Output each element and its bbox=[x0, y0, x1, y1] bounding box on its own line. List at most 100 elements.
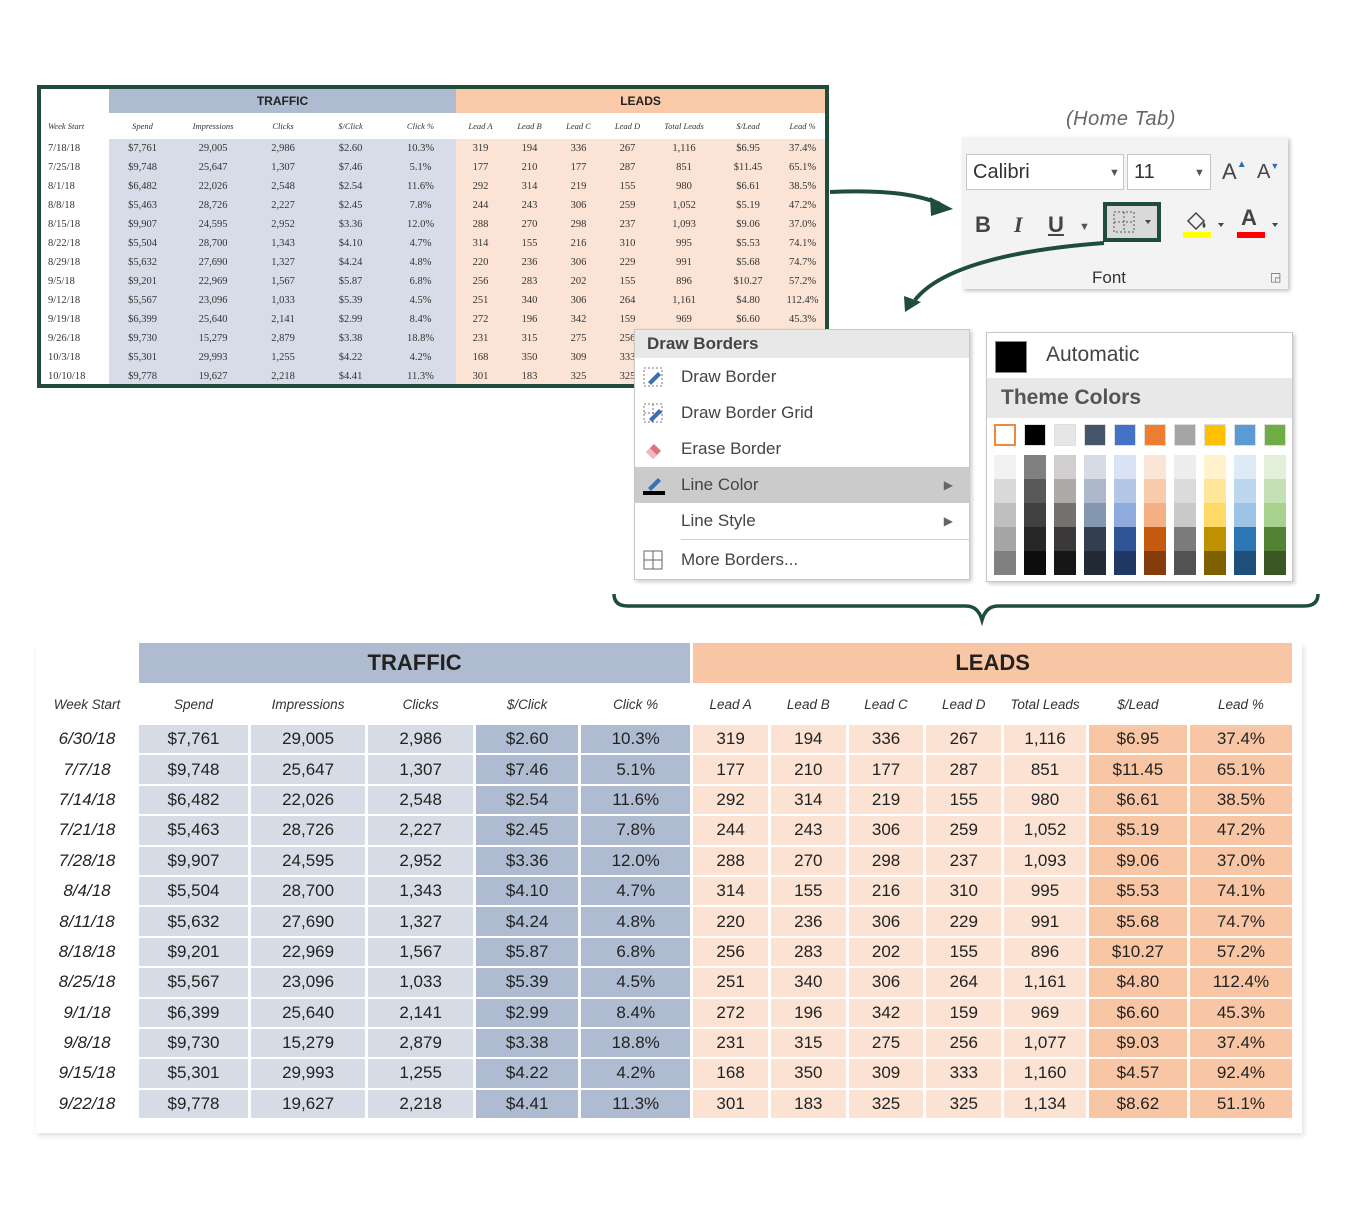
cell-spend[interactable]: $9,748 bbox=[109, 158, 176, 177]
cell-week-start[interactable]: 8/25/18 bbox=[58, 972, 116, 992]
shade-color-swatch[interactable] bbox=[1054, 455, 1076, 479]
shade-color-swatch[interactable] bbox=[1054, 479, 1076, 503]
cell-total-leads[interactable]: 995 bbox=[652, 234, 716, 253]
cell-lead-d[interactable]: 229 bbox=[926, 907, 1002, 936]
cell-clicks[interactable]: 2,141 bbox=[368, 998, 474, 1027]
cell-lead-d[interactable]: 267 bbox=[603, 139, 652, 158]
cell-lead-d[interactable]: 310 bbox=[603, 234, 652, 253]
shade-color-swatch[interactable] bbox=[1234, 455, 1256, 479]
shade-color-swatch[interactable] bbox=[1144, 503, 1166, 527]
cell-lead-c[interactable]: 275 bbox=[848, 1028, 924, 1058]
cell-spend[interactable]: $9,907 bbox=[138, 846, 249, 875]
cell-impressions[interactable]: 22,969 bbox=[251, 937, 366, 967]
cell-lead[interactable]: 38.5% bbox=[780, 177, 825, 196]
cell-click[interactable]: $5.87 bbox=[316, 272, 385, 291]
cell-spend[interactable]: $5,301 bbox=[109, 348, 176, 367]
shade-color-swatch[interactable] bbox=[1144, 455, 1166, 479]
cell-spend[interactable]: $5,463 bbox=[138, 816, 249, 845]
shade-color-swatch[interactable] bbox=[1174, 503, 1196, 527]
cell-lead-b[interactable]: 270 bbox=[770, 846, 846, 875]
cell-lead-b[interactable]: 155 bbox=[770, 876, 846, 906]
cell-click[interactable]: $2.54 bbox=[316, 177, 385, 196]
cell-lead-a[interactable]: 220 bbox=[456, 253, 505, 272]
shade-color-swatch[interactable] bbox=[994, 551, 1016, 575]
theme-color-swatch[interactable] bbox=[1204, 424, 1226, 446]
cell-click[interactable]: $2.60 bbox=[476, 725, 579, 754]
cell-click[interactable]: 6.8% bbox=[385, 272, 456, 291]
cell-click[interactable]: 5.1% bbox=[385, 158, 456, 177]
cell-click[interactable]: $4.24 bbox=[316, 253, 385, 272]
shade-color-swatch[interactable] bbox=[1144, 527, 1166, 551]
cell-lead[interactable]: $6.60 bbox=[716, 310, 780, 329]
cell-lead-d[interactable]: 310 bbox=[926, 876, 1002, 906]
cell-lead-c[interactable]: 306 bbox=[554, 196, 603, 215]
cell-click[interactable]: $7.46 bbox=[316, 158, 385, 177]
cell-lead-c[interactable]: 336 bbox=[848, 725, 924, 754]
cell-lead-a[interactable]: 168 bbox=[456, 348, 505, 367]
cell-clicks[interactable]: 2,141 bbox=[250, 310, 316, 329]
cell-lead-c[interactable]: 306 bbox=[554, 253, 603, 272]
cell-impressions[interactable]: 29,005 bbox=[176, 139, 250, 158]
cell-week-start[interactable]: 9/22/18 bbox=[58, 1093, 116, 1113]
cell-lead[interactable]: $9.03 bbox=[1088, 1028, 1187, 1058]
menu-item-erase-border[interactable]: Erase Border bbox=[635, 431, 969, 467]
cell-lead-a[interactable]: 292 bbox=[456, 177, 505, 196]
cell-lead-d[interactable]: 237 bbox=[603, 215, 652, 234]
cell-impressions[interactable]: 25,647 bbox=[176, 158, 250, 177]
cell-lead-d[interactable]: 159 bbox=[926, 998, 1002, 1027]
cell-total-leads[interactable]: 1,161 bbox=[1004, 968, 1086, 997]
shade-color-swatch[interactable] bbox=[1114, 479, 1136, 503]
cell-lead[interactable]: $9.06 bbox=[716, 215, 780, 234]
cell-clicks[interactable]: 2,218 bbox=[250, 367, 316, 384]
cell-week-start[interactable]: 10/3/18 bbox=[48, 352, 81, 363]
cell-click[interactable]: 12.0% bbox=[581, 846, 691, 875]
cell-lead[interactable]: $4.57 bbox=[1088, 1059, 1187, 1088]
cell-spend[interactable]: $6,399 bbox=[109, 310, 176, 329]
cell-lead[interactable]: 74.7% bbox=[780, 253, 825, 272]
cell-week-start[interactable]: 8/18/18 bbox=[58, 941, 116, 961]
cell-lead-c[interactable]: 325 bbox=[554, 367, 603, 384]
cell-week-start[interactable]: 8/15/18 bbox=[48, 219, 81, 230]
shade-color-swatch[interactable] bbox=[1204, 479, 1226, 503]
shade-color-swatch[interactable] bbox=[1114, 503, 1136, 527]
cell-lead-d[interactable]: 237 bbox=[926, 846, 1002, 875]
menu-item-line-color[interactable]: Line Color ▶ bbox=[635, 467, 969, 503]
cell-clicks[interactable]: 1,327 bbox=[250, 253, 316, 272]
cell-impressions[interactable]: 28,726 bbox=[251, 816, 366, 845]
theme-color-swatch[interactable] bbox=[1024, 424, 1046, 446]
cell-click[interactable]: 5.1% bbox=[581, 755, 691, 784]
cell-clicks[interactable]: 2,986 bbox=[368, 725, 474, 754]
cell-click[interactable]: $3.38 bbox=[316, 329, 385, 348]
shade-color-swatch[interactable] bbox=[1234, 527, 1256, 551]
cell-lead[interactable]: $6.95 bbox=[716, 139, 780, 158]
cell-lead-c[interactable]: 306 bbox=[848, 816, 924, 845]
cell-lead-b[interactable]: 194 bbox=[505, 139, 554, 158]
bold-button[interactable]: B bbox=[975, 212, 991, 237]
cell-lead[interactable]: $9.06 bbox=[1088, 846, 1187, 875]
shade-color-swatch[interactable] bbox=[994, 503, 1016, 527]
cell-total-leads[interactable]: 1,093 bbox=[652, 215, 716, 234]
cell-lead-a[interactable]: 319 bbox=[693, 725, 768, 754]
cell-lead-d[interactable]: 267 bbox=[926, 725, 1002, 754]
cell-click[interactable]: $4.41 bbox=[476, 1089, 579, 1119]
cell-spend[interactable]: $7,761 bbox=[109, 139, 176, 158]
automatic-color-swatch[interactable] bbox=[995, 341, 1027, 373]
cell-lead-a[interactable]: 244 bbox=[693, 816, 768, 845]
cell-spend[interactable]: $9,201 bbox=[109, 272, 176, 291]
shade-color-swatch[interactable] bbox=[1174, 455, 1196, 479]
cell-clicks[interactable]: 2,986 bbox=[250, 139, 316, 158]
cell-lead-d[interactable]: 287 bbox=[926, 755, 1002, 784]
cell-lead-b[interactable]: 236 bbox=[505, 253, 554, 272]
cell-spend[interactable]: $9,748 bbox=[138, 755, 249, 784]
cell-lead[interactable]: 47.2% bbox=[1189, 816, 1292, 845]
shade-color-swatch[interactable] bbox=[1174, 551, 1196, 575]
cell-lead[interactable]: $5.68 bbox=[1088, 907, 1187, 936]
cell-click[interactable]: $2.45 bbox=[476, 816, 579, 845]
cell-click[interactable]: 7.8% bbox=[385, 196, 456, 215]
cell-impressions[interactable]: 28,700 bbox=[251, 876, 366, 906]
cell-total-leads[interactable]: 1,116 bbox=[652, 139, 716, 158]
cell-click[interactable]: $4.22 bbox=[476, 1059, 579, 1088]
cell-lead[interactable]: $6.61 bbox=[716, 177, 780, 196]
dropdown-arrow-icon[interactable]: ▼ bbox=[1109, 167, 1120, 179]
cell-spend[interactable]: $5,301 bbox=[138, 1059, 249, 1088]
